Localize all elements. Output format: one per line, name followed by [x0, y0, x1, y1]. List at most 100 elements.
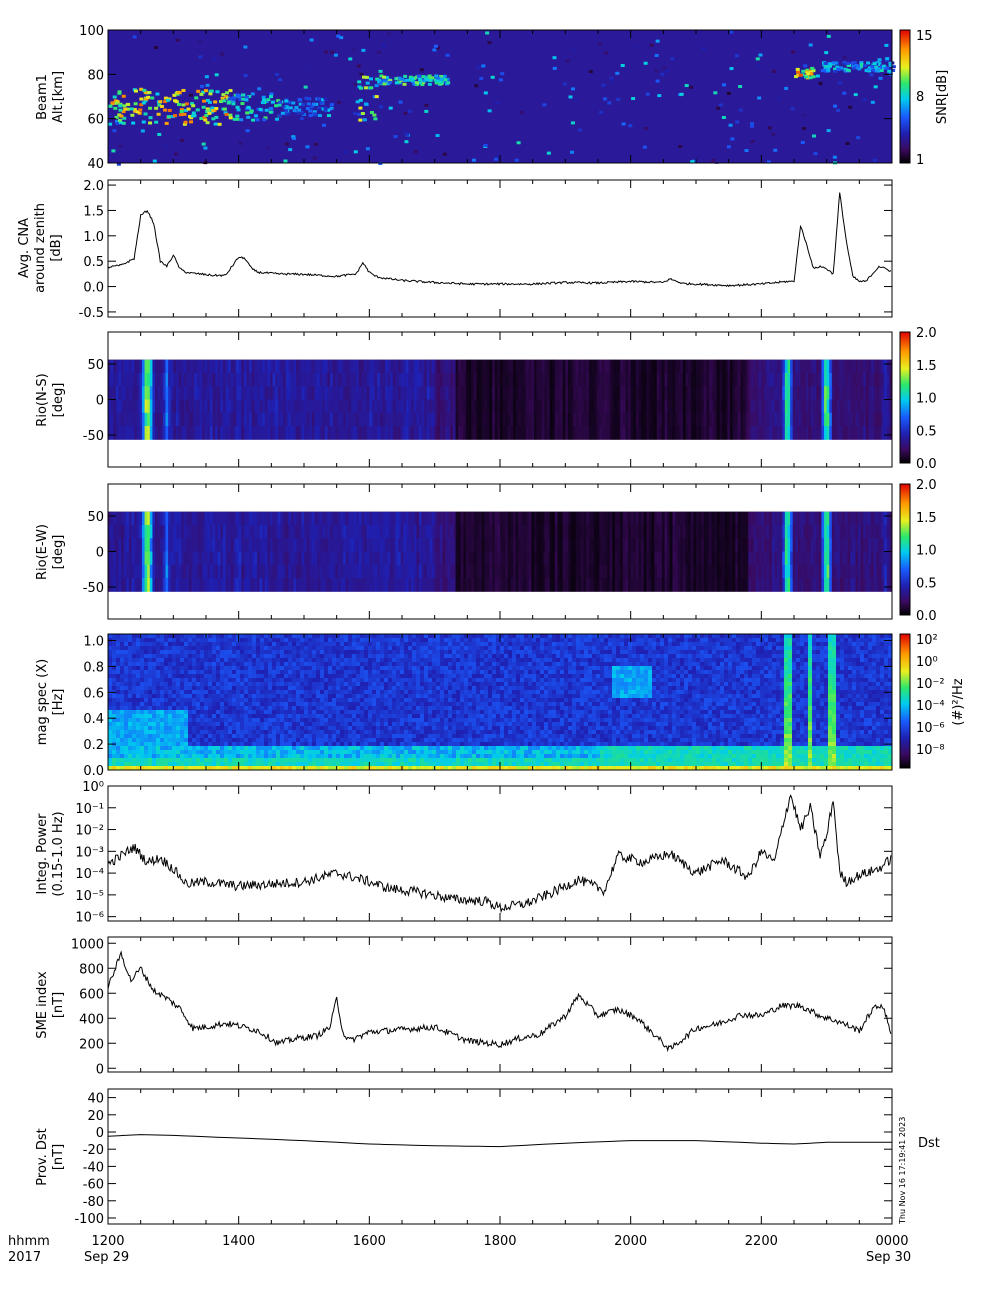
- rio-cell: [821, 564, 825, 579]
- rio-cell: [345, 426, 349, 440]
- rio-cell: [228, 578, 232, 592]
- rio-cell: [724, 412, 728, 427]
- rio-cell: [654, 359, 658, 374]
- mag-cell: [124, 650, 129, 655]
- rio-cell: [706, 564, 710, 579]
- rio-cell: [735, 551, 739, 566]
- rio-cell: [675, 359, 679, 374]
- rio-cell: [494, 524, 498, 539]
- rio-cell: [445, 412, 449, 427]
- rio-cell: [392, 372, 396, 387]
- rio-cell: [583, 412, 587, 427]
- rio-cell: [408, 426, 412, 440]
- rio-cell: [322, 538, 326, 552]
- rio-cell: [450, 426, 454, 440]
- rio-cell: [552, 538, 556, 552]
- rio-cell: [766, 538, 770, 552]
- rio-cell: [541, 426, 545, 440]
- rio-cell: [147, 386, 151, 400]
- rio-cell: [779, 511, 783, 526]
- rio-cell: [348, 511, 352, 526]
- beam1-cell: [419, 68, 424, 72]
- rio-cell: [533, 524, 538, 539]
- mag-cell: [140, 766, 145, 771]
- rio-cell: [656, 386, 660, 400]
- beam1-cell: [446, 81, 451, 85]
- mag-cell: [140, 634, 145, 639]
- rio-cell: [175, 538, 180, 552]
- rio-cell: [293, 578, 297, 592]
- rio-cell: [554, 564, 558, 579]
- rio-cell: [275, 578, 279, 592]
- rio-cell: [473, 551, 477, 566]
- beam1-cell: [284, 109, 289, 113]
- beam1-cell: [157, 103, 162, 107]
- rio-cell: [612, 551, 616, 566]
- rio-cell: [131, 359, 135, 374]
- rio-cell: [554, 386, 558, 400]
- mag-cell: [116, 714, 121, 719]
- rio-cell: [141, 426, 146, 440]
- beam1-cell: [679, 92, 684, 96]
- mag-cell: [120, 742, 125, 747]
- rio-cell: [777, 372, 781, 387]
- rio-cell: [628, 372, 632, 387]
- rio-cell: [633, 538, 637, 552]
- rio-cell: [189, 564, 193, 579]
- beam1-cell: [599, 110, 604, 114]
- rio-cell: [280, 372, 284, 387]
- rio-cell: [693, 538, 697, 552]
- rio-cell: [635, 564, 640, 579]
- rio-cell: [533, 386, 538, 400]
- rio-cell: [374, 538, 378, 552]
- rio-cell: [332, 524, 336, 539]
- rio-cell: [596, 564, 600, 579]
- rio-cell: [390, 578, 394, 592]
- beam1-cell: [170, 126, 175, 130]
- rio-cell: [476, 399, 480, 414]
- beam1-cell: [721, 115, 726, 119]
- rio-cell: [175, 372, 180, 387]
- rio-cell: [876, 578, 880, 592]
- rio-cell: [829, 412, 833, 427]
- rio-cell: [450, 412, 454, 427]
- rio-cell: [750, 511, 754, 526]
- rio-cell: [452, 372, 457, 387]
- rio-cell: [756, 426, 760, 440]
- rio-cell: [408, 511, 412, 526]
- rio-cell: [719, 564, 723, 579]
- rio-cell: [638, 359, 642, 374]
- rio-cell: [418, 359, 423, 374]
- beam1-cell: [393, 135, 398, 139]
- rio-cell: [604, 524, 608, 539]
- rio-cell: [385, 386, 389, 400]
- rio-cell: [241, 538, 245, 552]
- rio-cell: [643, 399, 647, 414]
- rio-cell: [520, 524, 525, 539]
- beam1-cell: [278, 113, 283, 117]
- beam1-cell: [410, 77, 415, 81]
- rio-cell: [489, 426, 493, 440]
- y-tick-label: 40: [87, 157, 104, 172]
- rio-cell: [693, 399, 697, 414]
- rio-cell: [421, 524, 425, 539]
- rio-cell: [795, 412, 799, 427]
- rio-cell: [787, 399, 791, 414]
- rio-cell: [343, 578, 347, 592]
- rio-cell: [604, 386, 608, 400]
- rio-cell: [531, 412, 535, 427]
- rio-cell: [682, 426, 687, 440]
- rio-colorbar-tick-label: 0.0: [916, 457, 937, 472]
- rio-cell: [858, 551, 862, 566]
- rio-cell: [858, 399, 862, 414]
- mag-cell: [132, 674, 137, 679]
- mag-cell: [132, 714, 137, 719]
- rio-cell: [701, 524, 705, 539]
- rio-cell: [492, 564, 496, 579]
- rio-cell: [682, 538, 687, 552]
- rio-cell: [270, 538, 274, 552]
- rio-cell: [246, 564, 250, 579]
- beam1-cell: [790, 107, 795, 111]
- rio-cell: [628, 359, 632, 374]
- mag-cell: [124, 730, 129, 735]
